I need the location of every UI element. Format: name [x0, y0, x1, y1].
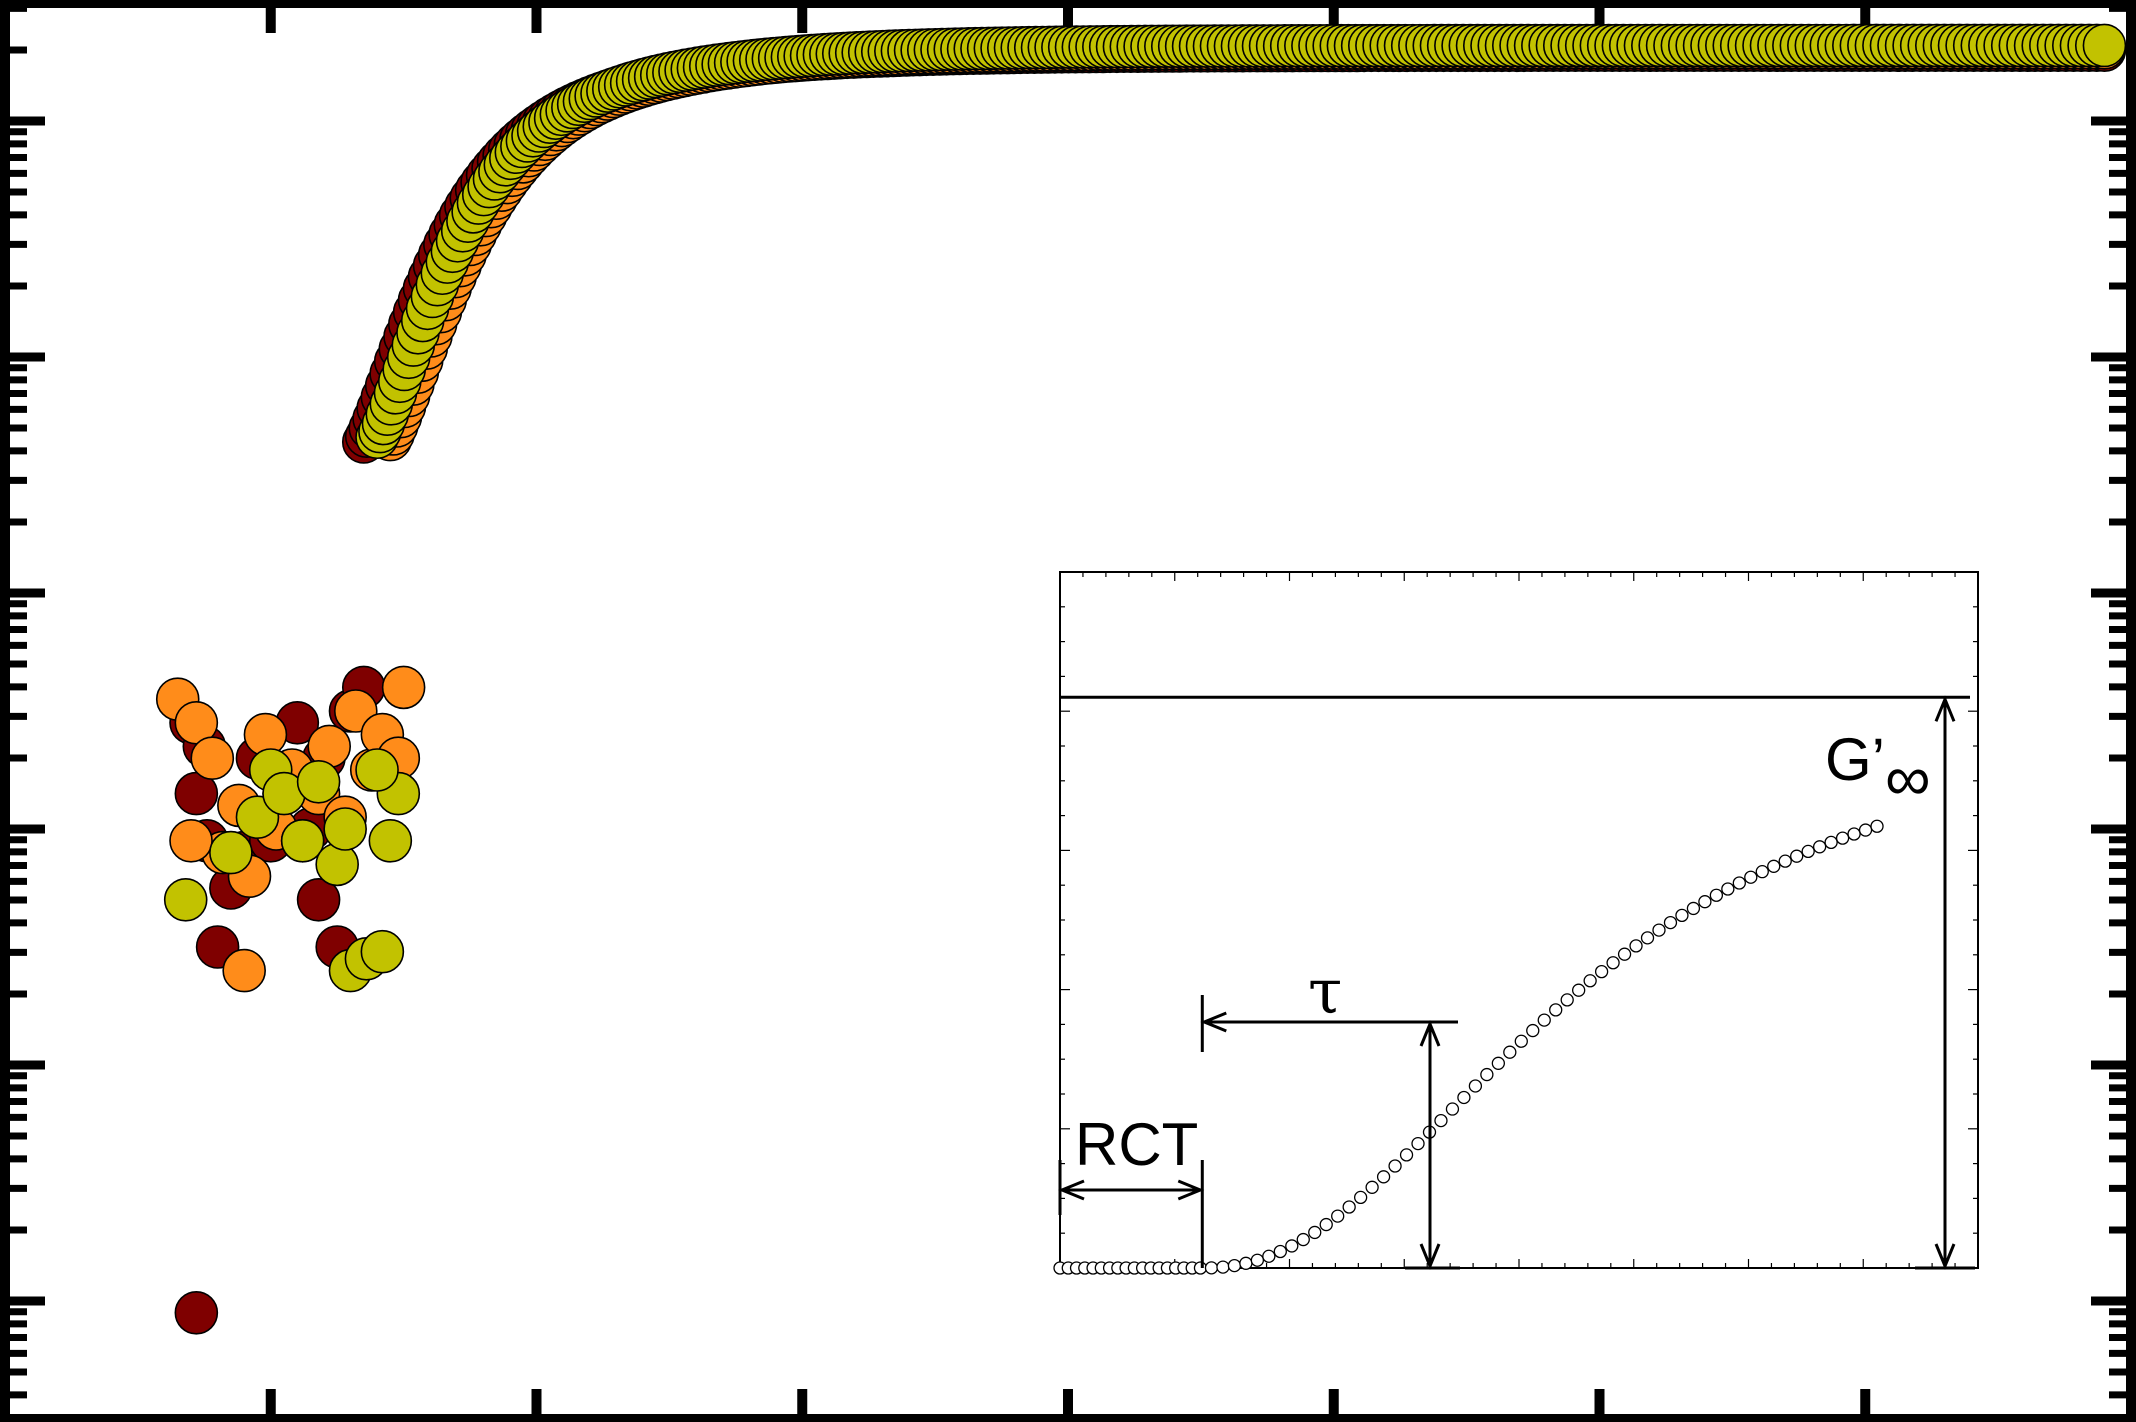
inset-data-point: [1434, 1113, 1448, 1128]
rct-arrow-head: [1177, 1179, 1205, 1201]
inset-frame: [1059, 571, 1979, 1269]
inset-data-point: [1445, 1102, 1460, 1116]
g-inf-label: G’∞: [1825, 726, 1931, 814]
inset-data-point: [1526, 1023, 1540, 1038]
inset-data-point: [1767, 859, 1781, 873]
data-point: [323, 807, 367, 851]
inset-annotations: RCT τ G’∞: [1058, 695, 1975, 1270]
inset-data-points: [1053, 819, 1884, 1275]
inset-data-point: [1594, 964, 1609, 979]
inset-data-point: [1468, 1079, 1483, 1093]
inset-data-point: [1353, 1190, 1368, 1205]
inset-data-point: [1503, 1045, 1517, 1059]
data-point: [2082, 23, 2127, 68]
tau-vertical-head: [1419, 1243, 1441, 1270]
g-inf-arrow-head: [1934, 695, 1956, 722]
inset-data-point: [1675, 908, 1689, 923]
inset-data-point: [1480, 1067, 1494, 1082]
inset-data-point: [1640, 931, 1655, 945]
inset-data-point: [1870, 819, 1884, 833]
inset-data-point: [1537, 1013, 1551, 1027]
tau-label: τ: [1308, 955, 1342, 1028]
data-point: [174, 1291, 219, 1335]
inset-data-point: [1239, 1256, 1253, 1270]
inset-data-point: [1755, 865, 1769, 879]
inset-data-point: [1617, 947, 1632, 961]
main-data-points: [155, 23, 2127, 1335]
inset-data-point: [1250, 1253, 1265, 1267]
inset-data-point: [1376, 1170, 1391, 1184]
inset-data-point: [1606, 956, 1620, 970]
data-point: [296, 759, 341, 804]
rct-label: RCT: [1075, 1111, 1198, 1178]
inset-data-point: [1790, 849, 1804, 863]
data-point: [163, 877, 208, 922]
inset-data-point: [1285, 1239, 1299, 1253]
inset-data-point: [1583, 974, 1597, 988]
inset-data-point: [1273, 1244, 1287, 1259]
inset-data-point: [1227, 1258, 1242, 1273]
inset-data-point: [1204, 1261, 1219, 1275]
inset-data-point: [1549, 1003, 1563, 1017]
inset-data-point: [1308, 1225, 1322, 1240]
data-point: [209, 830, 253, 875]
rct-arrow-head: [1058, 1179, 1085, 1201]
inset-data-point: [1744, 870, 1758, 884]
inset-data-point: [1399, 1148, 1414, 1162]
inset-border: [1059, 571, 1979, 1269]
inset-data-point: [1847, 827, 1861, 841]
g-inf-main: G’: [1825, 726, 1885, 793]
inset-data-point: [1388, 1159, 1402, 1173]
data-point: [169, 818, 213, 863]
inset-data-point: [1812, 840, 1827, 854]
inset-data-point: [1721, 882, 1735, 896]
data-point: [355, 748, 399, 792]
inset-data-point: [1457, 1090, 1471, 1105]
inset-data-point: [1698, 895, 1712, 909]
tau-vertical-head: [1419, 1020, 1441, 1047]
inset-data-point: [1835, 831, 1850, 845]
data-point: [296, 877, 341, 922]
inset-data-point: [1193, 1261, 1208, 1275]
inset-data-point: [1560, 993, 1574, 1007]
inset-data-point: [1732, 876, 1746, 890]
data-point: [368, 818, 413, 863]
inset-data-point: [1652, 923, 1666, 937]
inset-data-point: [1778, 854, 1792, 868]
inset-data-point: [1572, 983, 1586, 997]
g-inf-subscript: ∞: [1885, 742, 1931, 814]
inset-data-point: [1216, 1260, 1230, 1274]
inset-data-point: [1663, 915, 1678, 930]
data-point: [280, 818, 325, 863]
inset-data-point: [1801, 844, 1815, 859]
inset-chart: RCT τ G’∞: [1053, 571, 1979, 1275]
data-point: [360, 929, 405, 974]
inset-data-point: [1491, 1056, 1505, 1070]
inset-data-point: [1686, 901, 1701, 916]
inset-data-point: [1296, 1232, 1310, 1247]
inset-data-point: [1411, 1136, 1425, 1151]
data-point: [222, 948, 266, 993]
tau-arrow-head: [1200, 1011, 1227, 1033]
inset-data-point: [1331, 1209, 1345, 1223]
data-point: [381, 665, 426, 710]
inset-data-point: [1342, 1200, 1356, 1214]
inset-data-point: [1319, 1217, 1333, 1232]
inset-data-point: [1514, 1034, 1528, 1048]
inset-data-point: [1824, 835, 1838, 850]
inset-data-point: [1629, 939, 1643, 953]
inset-data-point: [1709, 888, 1724, 902]
inset-data-point: [1858, 823, 1873, 837]
inset-data-point: [1262, 1249, 1276, 1263]
g-inf-arrow-head: [1934, 1243, 1956, 1270]
data-point: [190, 736, 235, 781]
inset-data-point: [1365, 1180, 1379, 1194]
